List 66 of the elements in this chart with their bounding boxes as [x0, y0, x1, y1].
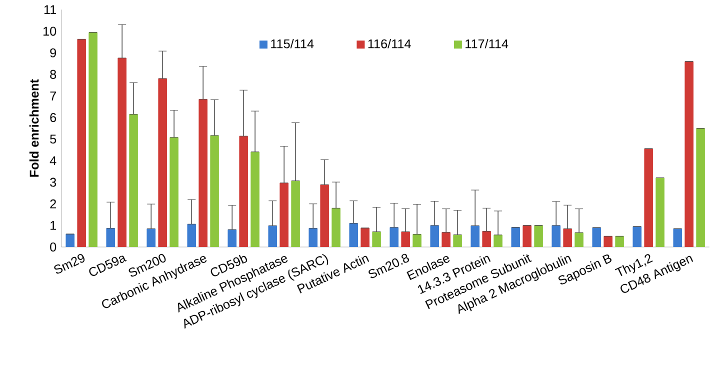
x-tick-label: Sm29 — [54, 254, 85, 274]
bar — [106, 228, 116, 247]
bar — [615, 236, 624, 247]
bar — [118, 58, 126, 247]
bar — [332, 208, 340, 247]
bar — [268, 226, 278, 247]
bar — [511, 227, 520, 247]
bar — [563, 228, 572, 247]
bar — [656, 178, 664, 247]
bar — [390, 227, 399, 247]
bar — [320, 184, 329, 247]
bar — [198, 99, 208, 247]
bar — [146, 228, 156, 247]
bar — [684, 61, 694, 247]
y-tick-label: 8 — [50, 70, 56, 79]
bar — [494, 234, 502, 247]
y-tick-label: 6 — [50, 113, 56, 122]
bar — [360, 228, 370, 247]
bar — [372, 232, 381, 247]
bar — [187, 224, 196, 247]
bar — [632, 226, 642, 247]
bar — [291, 180, 300, 247]
y-tick-label: 1 — [50, 221, 56, 230]
bar — [430, 225, 440, 247]
bar — [210, 135, 219, 247]
bar — [482, 231, 491, 247]
y-tick-label: 4 — [50, 156, 56, 166]
bar — [349, 223, 358, 247]
bar — [534, 225, 543, 247]
bar — [592, 228, 602, 247]
legend-label: 116/114 — [368, 39, 411, 48]
bar — [66, 234, 75, 247]
y-tick-label: 0 — [50, 242, 56, 252]
bar — [170, 137, 178, 247]
bar — [574, 232, 584, 247]
bar — [228, 230, 237, 247]
x-tick-label: CD59a — [89, 256, 127, 276]
y-tick-label: 7 — [50, 92, 56, 100]
bar — [453, 234, 462, 247]
bar — [552, 225, 561, 247]
y-tick-label: 11 — [44, 5, 56, 14]
bar — [77, 39, 86, 247]
bar — [696, 128, 705, 247]
legend-label: 117/114 — [466, 39, 508, 48]
y-tick-label: 10 — [43, 26, 56, 36]
bar — [129, 114, 138, 247]
bar — [522, 225, 532, 247]
bar — [239, 136, 248, 247]
bar — [470, 226, 480, 247]
y-tick-label: 9 — [50, 48, 56, 58]
bar — [280, 182, 288, 247]
y-tick-label: 3 — [50, 178, 56, 187]
y-tick-label: 5 — [50, 134, 56, 144]
bar — [401, 232, 410, 247]
legend-label: 115/114 — [271, 39, 314, 48]
y-axis-title: Fold enrichment — [29, 79, 39, 177]
bar — [308, 228, 318, 247]
y-tick-label: 2 — [50, 199, 56, 208]
bar — [412, 234, 422, 247]
bar — [644, 148, 653, 247]
bar — [442, 232, 450, 247]
bar — [250, 152, 260, 247]
bar — [88, 32, 98, 247]
bar — [673, 228, 682, 247]
bar — [604, 236, 612, 247]
bar — [158, 78, 167, 247]
